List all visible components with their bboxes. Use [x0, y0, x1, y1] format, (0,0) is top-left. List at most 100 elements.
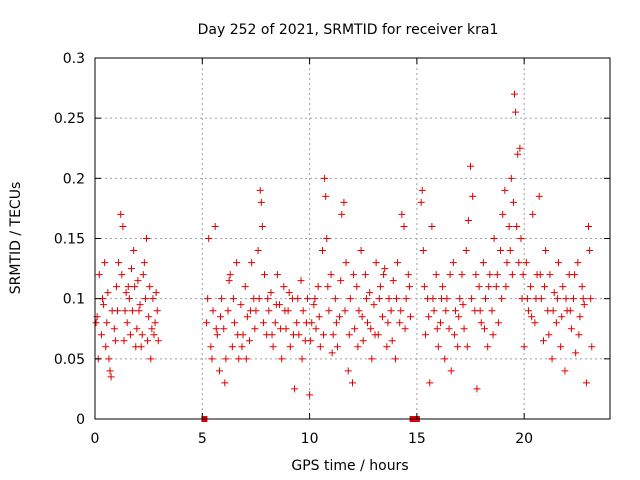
axis-ticks: 0 0.05 0.1 0.15 0.2 0.25 0.3 0 5 10 15 20 [54, 51, 610, 447]
data-point [545, 331, 553, 339]
data-point [383, 343, 391, 351]
data-point [104, 289, 112, 297]
data-point [570, 295, 578, 303]
data-point [381, 265, 389, 273]
data-point [268, 331, 276, 339]
data-point [314, 283, 322, 291]
data-point [425, 313, 433, 321]
data-point [315, 313, 323, 321]
data-point [344, 367, 352, 375]
data-point [341, 307, 349, 315]
data-point [123, 319, 131, 327]
data-point [235, 355, 243, 363]
data-point [460, 325, 468, 333]
data-point [207, 343, 215, 351]
data-point [271, 319, 279, 327]
data-point [513, 222, 521, 230]
data-point [503, 259, 511, 267]
x-tick-label: 0 [91, 431, 100, 447]
data-point [354, 343, 362, 351]
data-point [493, 271, 501, 279]
data-point [482, 295, 490, 303]
data-point [514, 150, 522, 158]
x-tick-label: 5 [198, 431, 207, 447]
data-point [203, 319, 211, 327]
data-point [148, 325, 156, 333]
data-point [452, 307, 459, 315]
data-point [552, 319, 560, 327]
data-point [144, 337, 152, 345]
data-point [107, 373, 115, 381]
data-point [129, 307, 137, 315]
data-point [302, 319, 310, 327]
data-point [479, 259, 487, 267]
x-tick-label: 15 [408, 431, 426, 447]
data-point [527, 283, 535, 291]
data-point [588, 343, 596, 351]
data-point [277, 325, 285, 333]
data-point [419, 247, 427, 255]
data-point [477, 319, 485, 327]
data-point [147, 355, 155, 363]
data-point [331, 295, 339, 303]
data-point [140, 259, 148, 267]
data-point [559, 283, 567, 291]
data-point [582, 379, 590, 387]
data-point [567, 325, 575, 333]
data-point [111, 337, 119, 345]
data-point [316, 343, 324, 351]
data-point [213, 331, 221, 339]
data-point [114, 307, 122, 315]
data-point [488, 307, 496, 315]
data-point [112, 283, 120, 291]
data-point [380, 271, 388, 279]
data-point [428, 222, 436, 230]
data-point [572, 349, 580, 357]
data-point [95, 271, 103, 279]
data-point [255, 295, 263, 303]
data-point [464, 216, 472, 224]
data-point [357, 247, 365, 255]
data-point [133, 325, 141, 333]
x-axis-label: GPS time / hours [291, 458, 408, 474]
data-point [259, 319, 267, 327]
data-point [256, 186, 264, 194]
data-point [346, 295, 354, 303]
data-point [550, 289, 558, 297]
data-point [430, 307, 438, 315]
data-point [327, 271, 335, 279]
data-point [447, 367, 455, 375]
data-point [153, 307, 161, 315]
chart-title: Day 252 of 2021, SRMTID for receiver kra… [198, 22, 499, 38]
data-point [484, 343, 492, 351]
data-point [455, 313, 463, 321]
data-point [261, 271, 269, 279]
data-point [532, 295, 540, 303]
data-point [585, 222, 593, 230]
data-point [520, 343, 528, 351]
data-point [376, 283, 384, 291]
data-point [392, 295, 400, 303]
data-point [298, 355, 306, 363]
data-point [418, 186, 426, 194]
data-point [389, 277, 397, 285]
data-point [450, 331, 458, 339]
data-point [456, 295, 464, 303]
data-point [226, 271, 234, 279]
plot-frame [94, 57, 611, 420]
data-point [211, 222, 219, 230]
y-tick-label: 0 [76, 412, 85, 428]
data-point [248, 259, 256, 267]
data-point [151, 319, 159, 327]
data-point [476, 307, 484, 315]
data-point [126, 331, 134, 339]
data-point [125, 295, 133, 303]
data-point [438, 295, 446, 303]
data-point [578, 283, 586, 291]
data-point [102, 343, 110, 351]
data-point [571, 271, 579, 279]
data-point [246, 337, 253, 345]
data-point [385, 295, 393, 303]
x-tick-label: 10 [301, 431, 319, 447]
data-point [124, 283, 132, 291]
